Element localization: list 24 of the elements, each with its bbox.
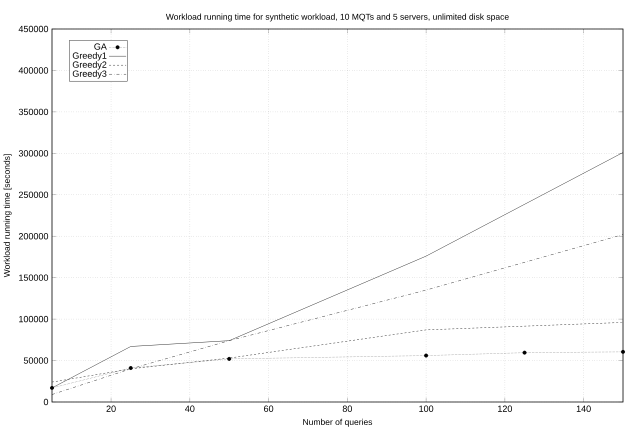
legend-label: Greedy3	[72, 70, 106, 79]
x-tick-label: 100	[419, 406, 434, 412]
y-tick-label: 250000	[18, 192, 48, 198]
y-tick-label: 200000	[18, 233, 48, 240]
y-tick-label: 50000	[24, 357, 48, 364]
legend-label: Greedy2	[72, 61, 106, 70]
y-tick-label: 150000	[19, 274, 48, 281]
x-tick-label: 80	[342, 406, 352, 412]
y-tick-label: 350000	[18, 108, 48, 116]
y-tick-label: 400000	[18, 67, 48, 74]
x-tick-label: 40	[185, 406, 194, 412]
x-tick-label: 60	[264, 406, 274, 412]
legend-label: Greedy1	[72, 52, 106, 61]
x-axis-title: Number of queries	[303, 418, 372, 427]
y-tick-label: 100000	[19, 316, 48, 322]
x-tick-label: 120	[498, 406, 512, 412]
chart-title: Workload running time for synthetic workload, 10 MQTs and 5 servers, unlimited disk space	[166, 14, 509, 22]
legend-label: GA	[94, 43, 107, 50]
y-tick-label: 300000	[18, 150, 48, 157]
y-tick-label: 0	[44, 398, 48, 406]
x-tick-label: 140	[576, 406, 591, 412]
y-axis-title: Workload running time [seconds]	[4, 154, 12, 278]
y-tick-label: 450000	[18, 26, 48, 32]
x-tick-label: 20	[106, 406, 116, 412]
